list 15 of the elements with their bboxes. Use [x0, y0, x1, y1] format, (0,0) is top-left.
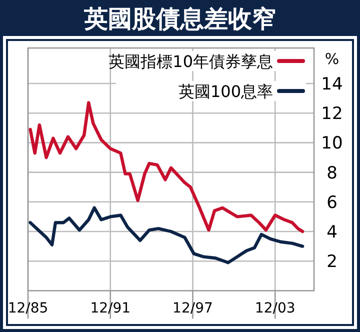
- x-tick-label: 12/03: [254, 300, 296, 317]
- legend-label: 英國指標10年債券孳息: [108, 52, 273, 71]
- x-tick-label: 12/85: [8, 300, 48, 317]
- y-tick-label: 12: [321, 104, 343, 124]
- y-tick-label: 4: [326, 222, 338, 243]
- legend-label: 英國100息率: [178, 82, 273, 101]
- y-tick-label: 2: [326, 252, 338, 272]
- y-tick-label: 8: [326, 163, 338, 184]
- chart-title: 英國股債息差收窄: [83, 5, 276, 33]
- y-tick-label: 10: [321, 134, 343, 154]
- x-tick-label: 12/97: [172, 300, 213, 317]
- y-axis-title: %: [324, 50, 340, 68]
- y-tick-label: 14: [321, 74, 343, 95]
- x-tick-label: 12/91: [90, 300, 131, 317]
- y-tick-label: 6: [326, 192, 338, 213]
